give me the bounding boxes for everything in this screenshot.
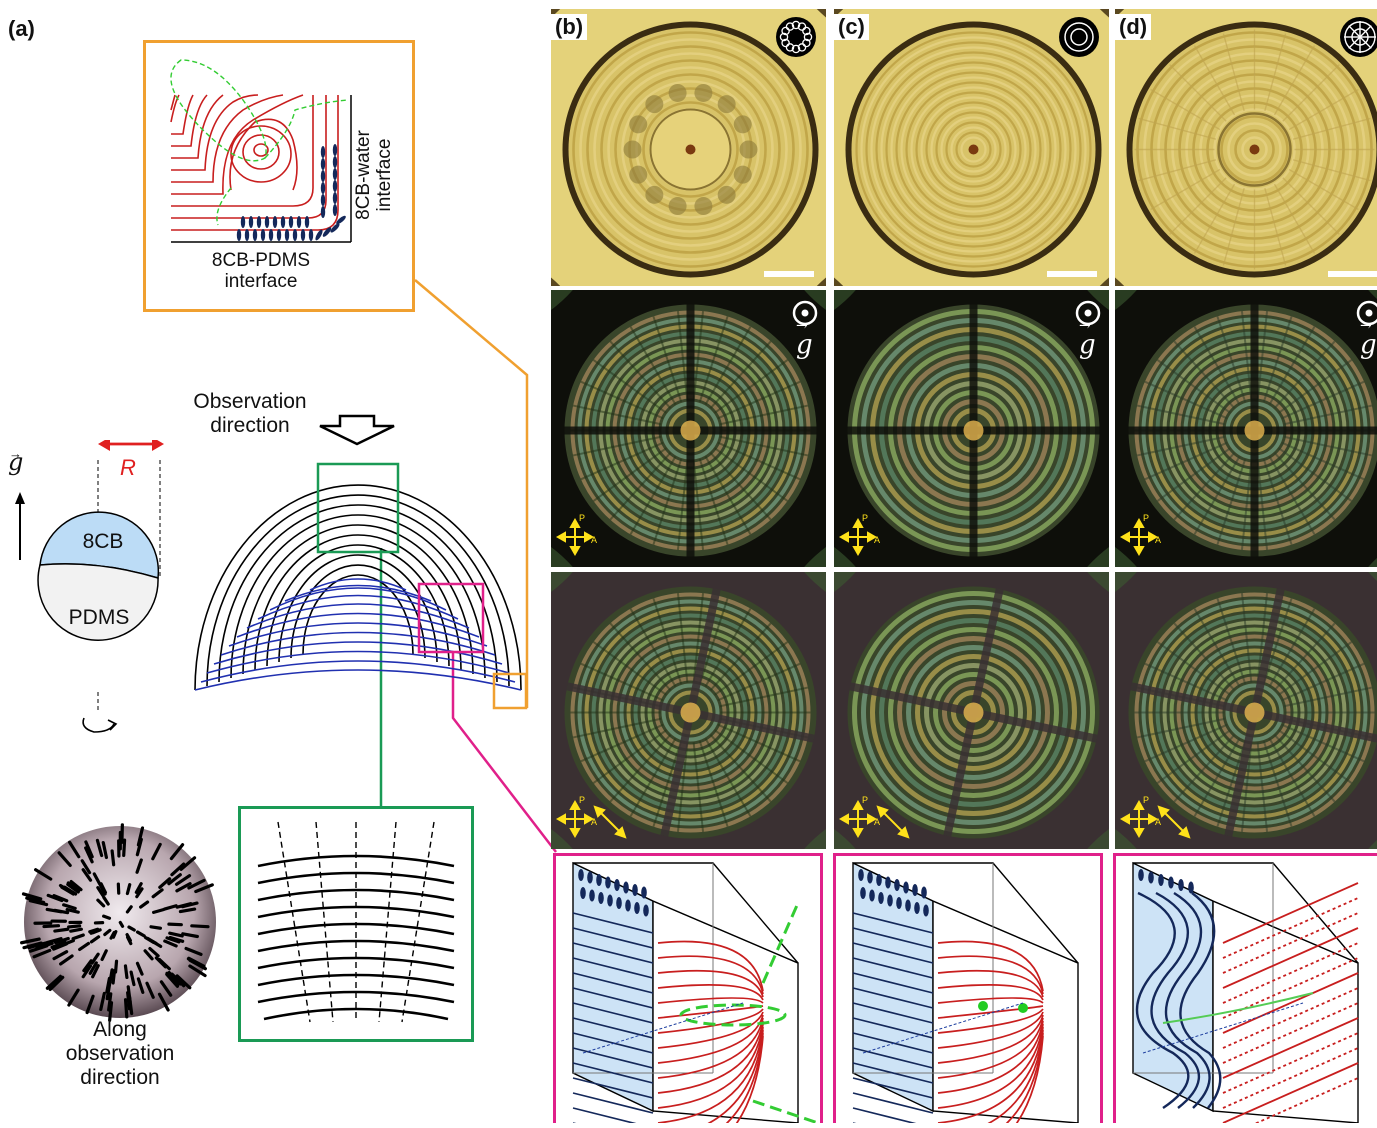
micrograph-b-3: P A — [551, 572, 826, 849]
observation-arrow-icon — [318, 414, 398, 446]
gravity-vector-label: g — [796, 330, 813, 360]
sphere-caption-3: direction — [40, 1066, 200, 1090]
gravity-vector-label: g — [1079, 330, 1096, 360]
droplet-diagram — [10, 440, 190, 740]
micrograph-b-1 — [551, 9, 826, 286]
svg-text:A: A — [1155, 817, 1161, 827]
director-pattern-icon — [776, 17, 816, 57]
8cb-label: 8CB — [58, 530, 148, 554]
pdms-label: PDMS — [54, 606, 144, 630]
svg-text:A: A — [874, 535, 880, 545]
gravity-vector-arrow-icon: → — [796, 318, 808, 334]
svg-text:P: P — [579, 795, 585, 805]
director-pattern-icon — [1059, 17, 1099, 57]
svg-text:A: A — [591, 817, 597, 827]
panel-label-d: (d) — [1115, 14, 1151, 40]
svg-text:P: P — [1143, 513, 1149, 523]
gravity-vector-arrow-icon: → — [1079, 318, 1091, 334]
rotation-arrow-icon — [83, 718, 116, 732]
svg-text:P: P — [862, 795, 868, 805]
svg-text:A: A — [874, 817, 880, 827]
svg-text:P: P — [862, 513, 868, 523]
svg-text:A: A — [1155, 535, 1161, 545]
gravity-vector-label: g — [1360, 330, 1377, 360]
observation-label-2: direction — [170, 414, 330, 438]
micrograph-d-3: P A — [1115, 572, 1377, 849]
svg-text:P: P — [579, 513, 585, 523]
panel-label-b: (b) — [551, 14, 587, 40]
panel-label-c: (c) — [834, 14, 869, 40]
sphere-caption-2: observation — [40, 1042, 200, 1066]
micrograph-b-2: P A — [551, 290, 826, 567]
sphere-caption-1: Along — [40, 1018, 200, 1042]
bottom-schematic-c — [833, 853, 1103, 1123]
bottom-schematic-b — [553, 853, 823, 1123]
micrograph-d-2: P A — [1115, 290, 1377, 567]
micrograph-c-1 — [834, 9, 1109, 286]
micrograph-d-1 — [1115, 9, 1377, 286]
green-inset — [238, 806, 474, 1042]
observation-label-1: Observation — [170, 390, 330, 414]
sphere-diagram — [10, 812, 230, 1032]
radius-symbol: R — [120, 455, 136, 481]
svg-text:P: P — [1143, 795, 1149, 805]
svg-text:A: A — [591, 535, 597, 545]
micrograph-c-2: P A — [834, 290, 1109, 567]
micrograph-c-3: P A — [834, 572, 1109, 849]
bottom-schematic-d — [1113, 853, 1377, 1123]
gravity-vector-arrow-icon: → — [1360, 318, 1372, 334]
hemisphere-schematic — [190, 460, 535, 710]
